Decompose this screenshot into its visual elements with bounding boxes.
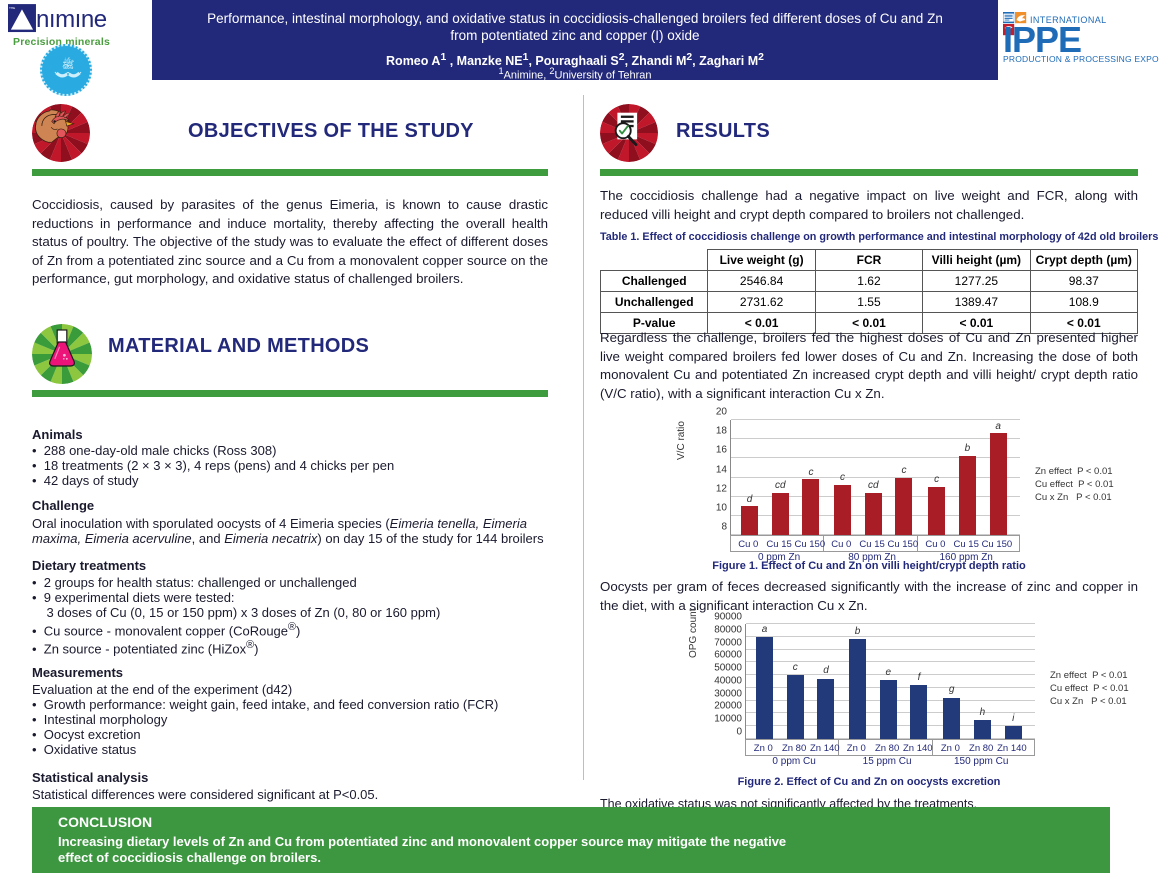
svg-text:nımıne: nımıne	[36, 6, 107, 33]
svg-text:THE: THE	[9, 6, 15, 10]
svg-text:ﷺ: ﷺ	[62, 57, 75, 71]
